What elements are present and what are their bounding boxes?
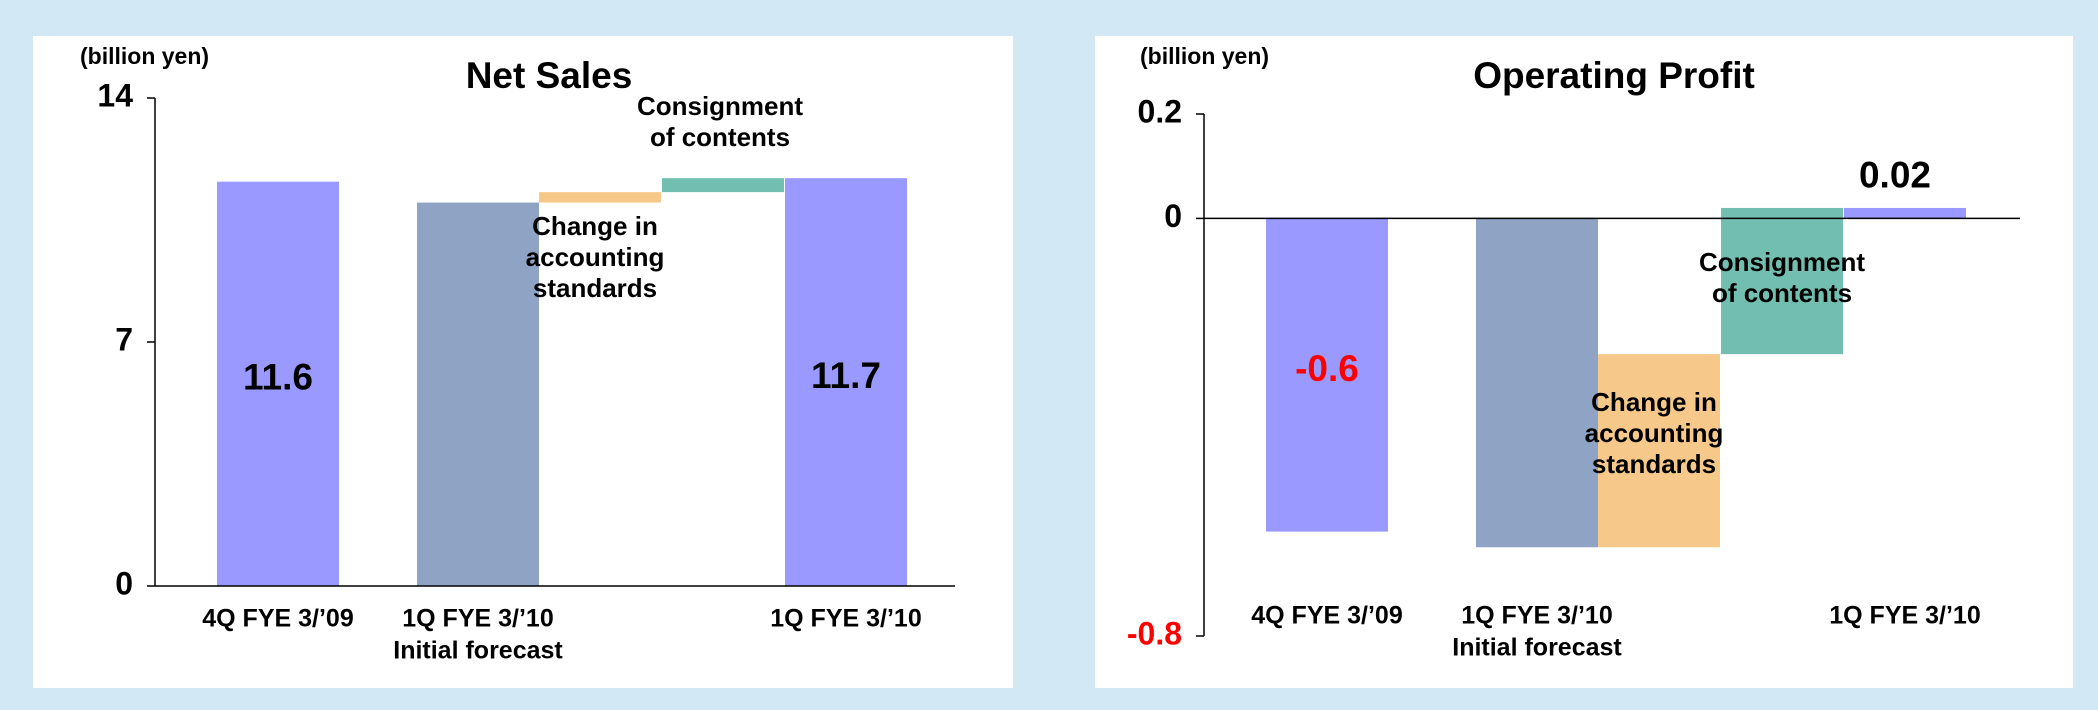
value-label: 11.7: [811, 355, 881, 396]
y-tick-label: 0.2: [1138, 93, 1182, 129]
step-label: Consignment: [1699, 247, 1865, 277]
bar: [217, 181, 339, 586]
value-label: 11.6: [243, 357, 313, 398]
bar: [1721, 207, 1843, 355]
bar: [785, 178, 907, 586]
unit-label: (billion yen): [1140, 43, 1269, 69]
step-label: of contents: [1712, 278, 1852, 308]
bar: [1266, 218, 1388, 532]
y-tick-label: 0: [1164, 198, 1182, 234]
x-category-label: Initial forecast: [393, 637, 563, 665]
step-label: of contents: [650, 122, 790, 152]
value-label: -0.6: [1295, 348, 1359, 389]
chart-title: Net Sales: [466, 55, 633, 96]
y-tick-label: 14: [97, 77, 133, 113]
bar: [417, 202, 539, 587]
bar: [1598, 354, 1720, 548]
x-category-label: 1Q FYE 3/’10: [1829, 602, 1980, 630]
step-label: accounting: [526, 242, 665, 272]
step-label: standards: [533, 273, 657, 303]
x-category-label: 1Q FYE 3/’10: [770, 605, 921, 633]
x-category-label: 4Q FYE 3/’09: [202, 605, 353, 633]
step-label: Change in: [1591, 387, 1717, 417]
step-label: Consignment: [637, 91, 803, 121]
bar: [662, 178, 784, 193]
bar: [1476, 218, 1598, 548]
step-label: Change in: [532, 211, 658, 241]
unit-label: (billion yen): [80, 43, 209, 69]
bar: [1844, 207, 1966, 219]
x-category-label: 1Q FYE 3/’10: [402, 605, 553, 633]
step-label: accounting: [1585, 418, 1724, 448]
x-category-label: 4Q FYE 3/’09: [1251, 602, 1402, 630]
x-category-label: 1Q FYE 3/’10: [1461, 602, 1612, 630]
y-tick-label: -0.8: [1127, 615, 1182, 651]
y-tick-label: 7: [115, 321, 133, 357]
x-category-label: Initial forecast: [1452, 634, 1622, 662]
step-label: standards: [1592, 449, 1716, 479]
value-label: 0.02: [1859, 155, 1931, 196]
bar: [539, 192, 661, 203]
chart-title: Operating Profit: [1473, 55, 1755, 96]
y-tick-label: 0: [115, 565, 133, 601]
